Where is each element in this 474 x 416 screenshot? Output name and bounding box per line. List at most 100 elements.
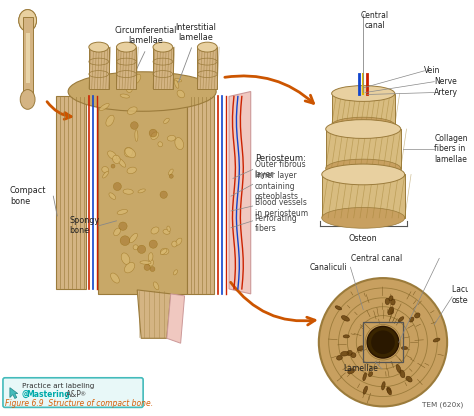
Circle shape (160, 191, 167, 198)
Ellipse shape (409, 317, 414, 322)
Text: Artery: Artery (434, 88, 458, 97)
Bar (98, 97, 187, 294)
Ellipse shape (128, 107, 137, 114)
Ellipse shape (167, 226, 170, 232)
Ellipse shape (326, 120, 401, 139)
Text: Inner layer
containing
osteoblasts: Inner layer containing osteoblasts (255, 171, 299, 201)
Polygon shape (137, 290, 171, 338)
Ellipse shape (110, 273, 119, 283)
Ellipse shape (125, 148, 136, 158)
Ellipse shape (102, 166, 109, 173)
Bar (326, 129, 401, 168)
Text: Figure 6.9  Structure of compact bone.: Figure 6.9 Structure of compact bone. (5, 399, 153, 409)
Circle shape (149, 240, 157, 248)
Text: Central canal: Central canal (351, 254, 402, 263)
Ellipse shape (332, 86, 395, 102)
Text: Periosteum:: Periosteum: (255, 154, 306, 163)
Polygon shape (10, 388, 18, 399)
Ellipse shape (160, 248, 169, 255)
Ellipse shape (106, 115, 114, 126)
Ellipse shape (20, 89, 35, 109)
Bar (332, 94, 395, 125)
Text: TEM (620x): TEM (620x) (422, 402, 463, 409)
Circle shape (120, 236, 130, 245)
Ellipse shape (151, 132, 159, 139)
Text: Nerve: Nerve (434, 77, 457, 86)
Ellipse shape (343, 335, 349, 338)
Ellipse shape (124, 147, 132, 157)
Circle shape (169, 174, 173, 178)
Ellipse shape (151, 227, 159, 234)
Circle shape (137, 245, 146, 253)
Ellipse shape (388, 307, 393, 315)
Ellipse shape (168, 169, 173, 175)
Text: Perforating
fibers: Perforating fibers (255, 214, 297, 233)
Text: Lacunae with
osteocytes: Lacunae with osteocytes (452, 285, 474, 305)
Ellipse shape (118, 158, 126, 167)
Ellipse shape (148, 260, 154, 266)
Ellipse shape (322, 208, 405, 228)
Ellipse shape (102, 171, 109, 178)
Ellipse shape (153, 42, 173, 52)
Bar (363, 322, 403, 362)
Ellipse shape (108, 151, 117, 159)
Text: Compact
bone: Compact bone (10, 186, 46, 206)
Bar (322, 174, 405, 218)
Circle shape (144, 264, 150, 270)
Ellipse shape (382, 381, 385, 390)
Ellipse shape (155, 81, 161, 87)
Ellipse shape (123, 189, 133, 194)
Ellipse shape (326, 159, 401, 178)
Ellipse shape (387, 387, 391, 393)
Ellipse shape (127, 167, 137, 173)
Ellipse shape (113, 155, 120, 163)
Bar (197, 47, 217, 89)
Ellipse shape (167, 135, 175, 141)
Ellipse shape (138, 189, 146, 193)
Text: Canaliculi: Canaliculi (310, 263, 347, 272)
Ellipse shape (322, 164, 405, 185)
Ellipse shape (140, 261, 151, 264)
Ellipse shape (172, 241, 177, 247)
Text: Lamellae: Lamellae (344, 364, 378, 374)
Circle shape (113, 183, 121, 191)
Ellipse shape (363, 386, 367, 394)
Text: Vein: Vein (424, 66, 441, 75)
Ellipse shape (400, 370, 405, 378)
Text: Mastering: Mastering (27, 390, 71, 399)
Text: @: @ (22, 390, 29, 399)
Ellipse shape (174, 79, 182, 82)
Ellipse shape (433, 338, 440, 342)
Text: Circumferential
lamellae: Circumferential lamellae (115, 26, 177, 45)
Circle shape (371, 330, 395, 354)
Ellipse shape (164, 75, 169, 87)
Ellipse shape (396, 364, 401, 373)
Bar (187, 97, 214, 294)
Circle shape (111, 164, 115, 168)
Ellipse shape (363, 373, 366, 381)
Text: Outer fibrous
layer: Outer fibrous layer (255, 160, 305, 179)
Ellipse shape (148, 253, 153, 261)
Ellipse shape (390, 309, 394, 314)
Ellipse shape (131, 78, 135, 85)
Circle shape (130, 121, 138, 129)
Ellipse shape (164, 118, 169, 124)
Ellipse shape (415, 313, 420, 318)
Bar (56, 97, 86, 289)
Text: ®: ® (79, 392, 85, 397)
Ellipse shape (154, 282, 159, 290)
Ellipse shape (109, 193, 116, 199)
Circle shape (149, 129, 157, 137)
Ellipse shape (398, 317, 404, 322)
Text: Spongy
bone: Spongy bone (69, 216, 99, 235)
Ellipse shape (121, 253, 130, 265)
Bar (26, 33, 29, 83)
Ellipse shape (135, 130, 138, 141)
Ellipse shape (351, 353, 356, 358)
Ellipse shape (161, 82, 171, 88)
Text: Osteon: Osteon (349, 234, 378, 243)
Ellipse shape (127, 87, 132, 92)
Ellipse shape (341, 352, 348, 356)
Ellipse shape (385, 298, 390, 305)
Ellipse shape (348, 369, 355, 374)
